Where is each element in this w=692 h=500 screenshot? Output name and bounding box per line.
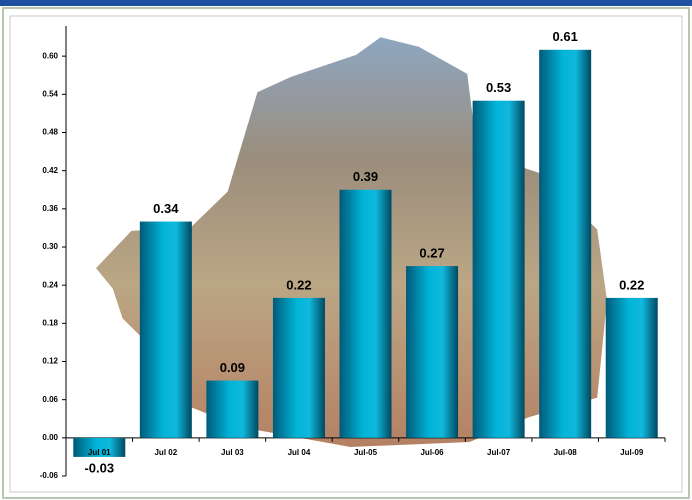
x-tick-label: Jul 03 <box>221 448 244 457</box>
y-tick-label: 0.48 <box>42 128 58 137</box>
bar <box>339 189 392 438</box>
y-tick-label: 0.24 <box>42 280 58 289</box>
y-tick-label: 0.54 <box>42 89 58 98</box>
value-label: 0.22 <box>619 277 644 292</box>
x-tick-label: Jul-09 <box>620 448 644 457</box>
bar <box>406 266 459 438</box>
bar <box>139 221 192 438</box>
value-label: 0.09 <box>220 360 245 375</box>
header-strip <box>0 0 692 6</box>
value-label: -0.03 <box>84 460 114 475</box>
x-tick-label: Jul-06 <box>420 448 444 457</box>
y-tick-label: 0.06 <box>42 395 58 404</box>
x-tick-label: Jul-07 <box>487 448 511 457</box>
value-label: 0.39 <box>353 169 378 184</box>
y-tick-label: 0.60 <box>42 51 58 60</box>
x-tick-label: Jul 04 <box>288 448 311 457</box>
bar <box>605 297 658 438</box>
value-label: 0.61 <box>553 29 578 44</box>
y-tick-label: 0.00 <box>42 433 58 442</box>
x-tick-label: Jul-05 <box>354 448 378 457</box>
bar <box>472 100 525 438</box>
value-label: 0.34 <box>153 201 179 216</box>
y-tick-label: -0.06 <box>40 471 59 480</box>
x-tick-label: Jul-08 <box>554 448 578 457</box>
bar <box>272 297 325 438</box>
bar <box>73 437 126 457</box>
bar <box>206 380 259 438</box>
value-label: 0.53 <box>486 80 511 95</box>
value-label: 0.22 <box>286 277 311 292</box>
x-tick-label: Jul 01 <box>88 448 111 457</box>
y-tick-label: 0.42 <box>42 166 58 175</box>
y-tick-label: 0.30 <box>42 242 58 251</box>
x-tick-label: Jul 02 <box>154 448 177 457</box>
y-tick-label: 0.36 <box>42 204 58 213</box>
bar <box>539 49 592 438</box>
y-tick-label: 0.12 <box>42 357 58 366</box>
value-label: 0.27 <box>419 246 444 261</box>
y-tick-label: 0.18 <box>42 318 58 327</box>
